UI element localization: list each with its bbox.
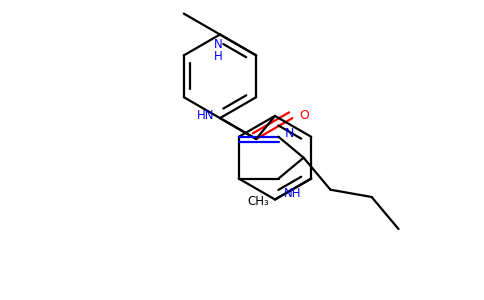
Text: CH₃: CH₃ (248, 195, 270, 208)
Text: O: O (299, 110, 309, 122)
Text: HN: HN (197, 110, 214, 122)
Text: N: N (285, 127, 294, 140)
Text: NH: NH (284, 188, 302, 200)
Text: N
H: N H (213, 38, 222, 63)
